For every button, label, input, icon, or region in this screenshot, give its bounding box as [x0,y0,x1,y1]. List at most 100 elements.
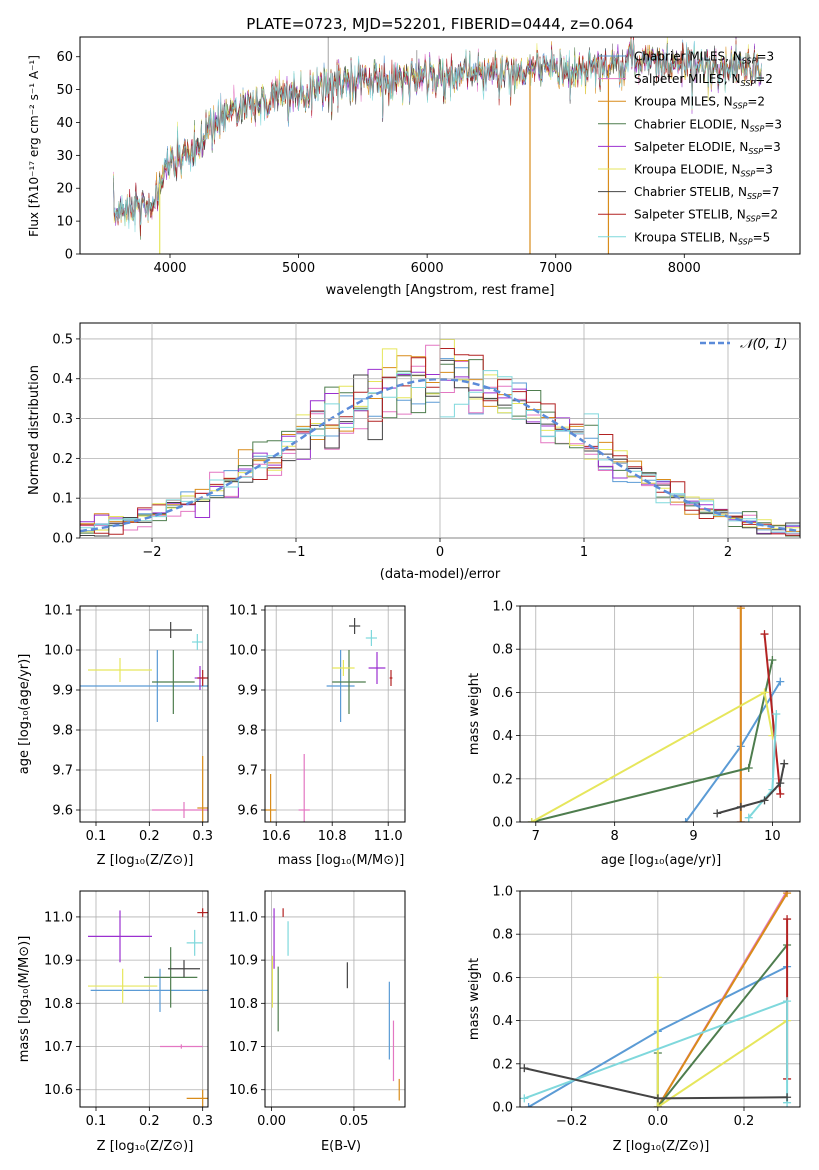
x-tick-label: 2 [724,545,732,560]
spectrum-series-line [113,38,762,233]
weight-marker [768,656,777,664]
x-tick-label: 0.1 [86,1114,107,1129]
weight-marker [736,802,745,811]
weight-marker [744,764,753,772]
plot-area [265,618,393,822]
x-axis-label: Z [log₁₀(Z/Z⊙)] [97,853,194,868]
x-tick-label: −1 [286,545,305,560]
y-tick-label: 1.0 [492,600,513,615]
y-axis-label: mass weight [467,958,482,1040]
x-tick-label: 0.3 [192,1114,213,1129]
y-tick-label: 0.2 [492,772,513,787]
x-tick-label: 10.6 [262,829,291,844]
x-tick-label: 5000 [282,261,315,276]
y-tick-label: 10.0 [229,644,258,659]
weight-marker [736,818,745,822]
weight-marker [736,606,745,613]
panel-frame [519,605,801,823]
y-tick-label: 0.6 [492,971,513,986]
mass-vs-metallicity-panel: Z [log₁₀(Z/Z⊙)] mass [log₁₀(M/M⊙)] 0.1 0.… [17,890,213,1154]
x-tick-label: 4000 [153,261,186,276]
plot-area [80,622,208,822]
y-tick-label: 10.9 [44,954,73,969]
y-tick-label: 20 [56,182,73,197]
weight-marker [783,1093,792,1102]
spectrum-legend: Chabrier MILES, NSSP=3 Salpeter MILES, NS… [598,50,782,246]
legend-label: Kroupa STELIB, NSSP=5 [634,230,770,246]
legend-label: Chabrier MILES, NSSP=3 [634,50,774,66]
panel-frame [79,605,209,823]
y-tick-label: 0.6 [492,686,513,701]
y-tick-label: 0.8 [492,928,513,943]
x-tick-label: 8 [611,829,619,844]
x-axis-label: Z [log₁₀(Z/Z⊙)] [613,1139,710,1154]
y-axis-label: mass [log₁₀(M/M⊙)] [17,936,32,1063]
gaussian-curve [80,377,798,533]
y-tick-label: 10.8 [229,997,258,1012]
axes: 0.1 0.2 0.3 10.6 10.7 10.8 10.9 11.0 [44,891,213,1129]
weight-marker [681,818,690,822]
y-tick-label: 11.0 [229,910,258,925]
x-tick-label: 11.0 [374,829,403,844]
plot-area [88,908,208,1107]
x-tick-label: 0.2 [139,829,160,844]
panel-frame [79,890,209,1108]
weight-marker [776,789,785,798]
spectrum-lines [113,37,762,254]
chart-title: PLATE=0723, MJD=52201, FIBERID=0444, z=0… [246,15,633,33]
x-tick-label: −2 [142,545,161,560]
weight-marker [776,677,785,686]
legend-label: Kroupa MILES, NSSP=2 [634,95,765,111]
weight-marker [744,813,753,822]
y-tick-label: 60 [56,50,73,65]
legend-gaussian: 𝒩(0, 1) [740,337,787,352]
y-axis-label: age [log₁₀(age/yr)] [17,654,32,775]
y-tick-label: 50 [56,83,73,98]
x-tick-label: 10.8 [318,829,347,844]
legend-label: Salpeter ELODIE, NSSP=3 [634,140,781,156]
y-tick-label: 10.1 [44,604,73,619]
y-axis-label: Flux [fλ10⁻¹⁷ erg cm⁻² s⁻¹ A⁻¹] [27,55,41,237]
x-tick-label: 8000 [668,261,701,276]
residual-axes: −2 −1 0 1 2 0.0 0.1 0.2 0.3 0.4 0.5 [52,323,800,560]
y-tick-label: 0.2 [52,452,73,467]
y-tick-label: 0.5 [52,332,73,347]
axes: 0.1 0.2 0.3 9.6 9.7 9.8 9.9 10.0 10.1 [44,604,213,845]
weight-marker [760,630,769,639]
y-tick-label: 10.8 [44,997,73,1012]
x-axis-label: wavelength [Angstrom, rest frame] [326,283,555,298]
y-tick-label: 9.8 [237,724,258,739]
weight-marker [760,688,769,697]
y-tick-label: 0.4 [492,1014,513,1029]
weight-vs-metallicity-panel: Z [log₁₀(Z/Z⊙)] mass weight −0.2 0.0 0.2 0.… [467,885,801,1154]
weight-marker [783,915,792,924]
residual-legend: 𝒩(0, 1) [700,337,787,352]
y-axis-label: Normed distribution [27,365,42,495]
axes: 10.6 10.8 11.0 9.6 9.7 9.8 9.9 10.0 10.1 [229,604,405,844]
y-tick-label: 40 [56,116,73,131]
legend-label: Salpeter STELIB, NSSP=2 [634,208,778,224]
weight-line [656,892,788,1107]
panel-frame [264,890,406,1108]
weight-marker [772,710,781,718]
weight-marker [776,779,785,788]
y-tick-label: 0.4 [52,372,73,387]
x-tick-label: 6000 [411,261,444,276]
y-tick-label: 9.6 [52,804,73,819]
x-axis-label: E(B-V) [321,1139,361,1154]
weight-marker [783,997,792,1006]
y-tick-label: 10.7 [229,1040,258,1055]
x-axis-label: age [log₁₀(age/yr)] [601,853,722,868]
plot-area [527,606,789,822]
weight-marker [520,1064,529,1073]
weight-vs-age-panel: age [log₁₀(age/yr)] mass weight 7 8 9 10 0.0… [467,600,801,868]
x-tick-label: 7 [532,829,540,844]
y-tick-label: 1.0 [492,885,513,900]
weight-marker [520,1094,529,1103]
x-tick-label: 0.1 [86,829,107,844]
y-tick-label: 0.8 [492,643,513,658]
weight-marker [760,796,769,805]
x-tick-label: 0.0 [648,1114,669,1129]
y-tick-label: 0.0 [52,532,73,547]
